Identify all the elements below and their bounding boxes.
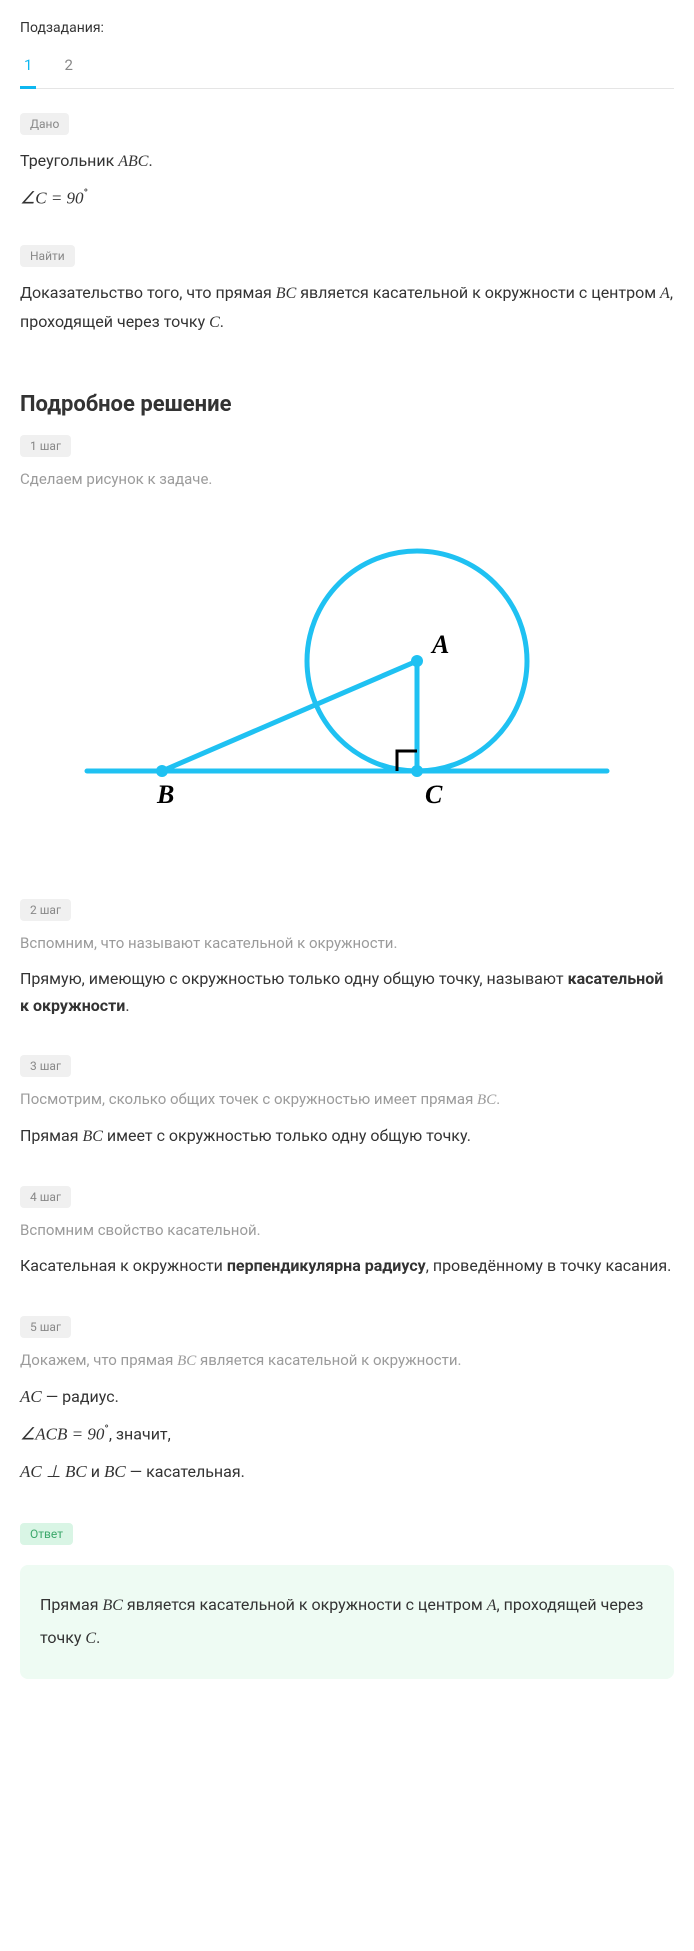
find-c: является касательной к окружности с цент… xyxy=(296,283,660,302)
step-3-gray: Посмотрим, сколько общих точек с окружно… xyxy=(20,1087,674,1112)
step-3-body-b: BC xyxy=(83,1128,103,1145)
step-3-body: Прямая BC имеет с окружностью только одн… xyxy=(20,1122,674,1150)
step-5-line-2: ∠ACB = 90°, значит, xyxy=(20,1419,674,1449)
find-g: . xyxy=(220,312,224,331)
step-4-body: Касательная к окружности перпендикулярна… xyxy=(20,1252,674,1279)
step-1-badge: 1 шаг xyxy=(20,435,71,457)
step-5-l3c: BC xyxy=(104,1462,126,1481)
find-text: Доказательство того, что прямая BC являе… xyxy=(20,279,674,335)
step-4-body-2: , проведённому в точку касания. xyxy=(426,1256,672,1275)
step-3-gray-b: BC xyxy=(477,1092,496,1108)
step-4-body-1: перпендикулярна радиусу xyxy=(227,1256,426,1275)
step-4-gray: Вспомним свойство касательной. xyxy=(20,1218,674,1242)
svg-text:B: B xyxy=(156,780,174,809)
given-text-1a: Треугольник xyxy=(20,151,118,170)
step-3-body-a: Прямая xyxy=(20,1126,83,1145)
answer-box: Прямая BC является касательной к окружно… xyxy=(20,1565,674,1679)
given-line-1: Треугольник ABC. xyxy=(20,147,674,175)
given-badge: Дано xyxy=(20,113,69,135)
step-5-gray-b: BC xyxy=(177,1353,196,1369)
step-3-badge: 3 шаг xyxy=(20,1055,71,1077)
ans-f: C xyxy=(85,1630,96,1647)
step-5-gray-a: Докажем, что прямая xyxy=(20,1351,177,1369)
diagram-container: A B C xyxy=(20,521,674,841)
answer-badge: Ответ xyxy=(20,1523,73,1545)
step-5-l3a: AC ⊥ BC xyxy=(20,1462,87,1481)
step-5-gray: Докажем, что прямая BC является касатель… xyxy=(20,1348,674,1373)
step-5-l3b: и xyxy=(87,1462,104,1481)
ans-c: является касательной к окружности с цент… xyxy=(123,1595,487,1614)
step-5-gray-c: является касательной к окружности. xyxy=(196,1351,461,1369)
given-line-2: ∠C = 90° xyxy=(20,183,674,213)
step-5-line-3: AC ⊥ BC и BC — касательная. xyxy=(20,1458,674,1487)
solution-title: Подробное решение xyxy=(20,392,674,417)
tab-2[interactable]: 2 xyxy=(60,48,76,89)
step-5-l1a: AC xyxy=(20,1387,42,1406)
step-1-gray: Сделаем рисунок к задаче. xyxy=(20,467,674,491)
answer-text: Прямая BC является касательной к окружно… xyxy=(40,1589,654,1655)
find-b: BC xyxy=(276,285,296,302)
svg-text:C: C xyxy=(425,780,443,809)
step-5-l2c: , значит, xyxy=(109,1425,171,1444)
step-5-l1b: — радиус. xyxy=(42,1387,119,1406)
step-4-body-0: Касательная к окружности xyxy=(20,1256,227,1275)
step-2-body-0: Прямую, имеющую с окружностью только одн… xyxy=(20,969,568,988)
step-2-body-2: . xyxy=(125,996,129,1015)
step-5-line-1: AC — радиус. xyxy=(20,1383,674,1412)
find-a: Доказательство того, что прямая xyxy=(20,283,276,302)
step-2-body: Прямую, имеющую с окружностью только одн… xyxy=(20,965,674,1019)
step-4-badge: 4 шаг xyxy=(20,1186,71,1208)
ans-d: A xyxy=(487,1597,497,1614)
geometry-diagram: A B C xyxy=(67,521,627,841)
given-deg: ° xyxy=(84,186,88,200)
given-text-1b: ABC xyxy=(118,153,148,170)
svg-text:A: A xyxy=(430,630,449,659)
step-2-badge: 2 шаг xyxy=(20,899,71,921)
tabs-container: 1 2 xyxy=(20,48,674,89)
step-3-gray-a: Посмотрим, сколько общих точек с окружно… xyxy=(20,1090,477,1108)
step-5-l2a: ∠ACB = 90 xyxy=(20,1425,104,1444)
given-text-1c: . xyxy=(148,151,152,170)
step-5-badge: 5 шаг xyxy=(20,1316,71,1338)
subtasks-label: Подзадания: xyxy=(20,20,674,36)
find-badge: Найти xyxy=(20,245,75,267)
tab-1[interactable]: 1 xyxy=(20,48,36,89)
ans-a: Прямая xyxy=(40,1595,103,1614)
step-5-l3d: — касательная. xyxy=(126,1462,245,1481)
step-3-body-c: имеет с окружностью только одну общую то… xyxy=(103,1126,471,1145)
find-f: C xyxy=(209,314,220,331)
step-3-gray-c: . xyxy=(496,1090,500,1108)
ans-b: BC xyxy=(103,1597,123,1614)
given-angle-c: ∠C = 90 xyxy=(20,189,84,208)
find-d: A xyxy=(660,285,670,302)
step-2-gray: Вспомним, что называют касательной к окр… xyxy=(20,931,674,955)
ans-g: . xyxy=(96,1628,100,1647)
